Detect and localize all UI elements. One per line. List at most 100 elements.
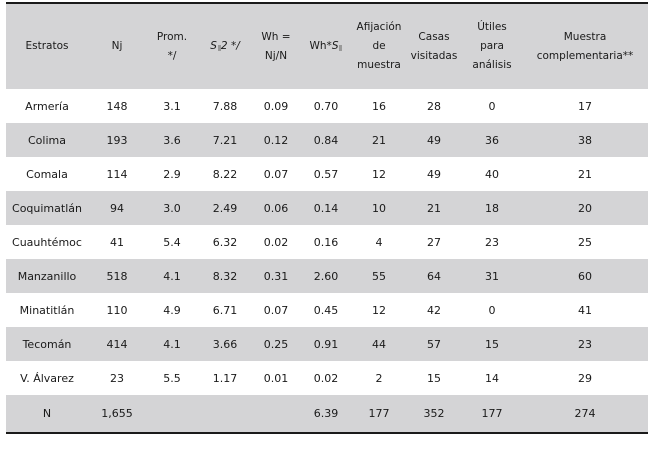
cell-wh-s: 0.57 [313,167,339,181]
cell-estrato: Colima [28,133,66,147]
cell-utiles: 36 [485,133,499,147]
header-muestra-complementaria: Muestra complementaria** [522,2,648,89]
cell-total-nj: 1,655 [101,407,133,420]
cell-complementaria: 17 [578,99,592,113]
table-row: Cuauhtémoc 41 5.4 6.32 0.02 0.16 4 27 23… [6,225,648,259]
cell-utiles: 0 [488,303,496,317]
cell-nj: 148 [106,99,128,113]
cell-s2: 8.32 [212,269,238,283]
cell-estrato: Cuauhtémoc [12,235,82,249]
cell-wh: 0.07 [263,303,289,317]
cell-prom: 4.1 [163,269,181,283]
cell-wh-s: 0.70 [313,99,339,113]
cell-total-s2 [198,395,252,433]
table-row: Minatitlán 110 4.9 6.71 0.07 0.45 12 42 … [6,293,648,327]
cell-nj: 94 [110,201,124,215]
cell-wh: 0.07 [263,167,289,181]
cell-casas: 49 [427,133,441,147]
cell-utiles: 18 [485,201,499,215]
header-prom: Prom. */ [146,2,198,89]
header-wh-s: Wh*S [300,2,352,89]
cell-afijacion: 10 [372,201,386,215]
cell-prom: 3.6 [163,133,181,147]
cell-total-label: N [42,407,52,420]
header-afijacion: Afijación de muestra [352,2,406,89]
cell-wh: 0.06 [263,201,289,215]
header-casas-visitadas: Casas visitadas [406,2,462,89]
cell-casas: 64 [427,269,441,283]
table-row: Manzanillo 518 4.1 8.32 0.31 2.60 55 64 … [6,259,648,293]
cell-utiles: 40 [485,167,499,181]
cell-prom: 3.0 [163,201,181,215]
cell-total-afijacion: 177 [368,407,390,420]
cell-complementaria: 60 [578,269,592,283]
cell-afijacion: 2 [375,371,383,385]
cell-estrato: Coquimatlán [12,201,82,215]
cell-casas: 21 [427,201,441,215]
table-row: Colima 193 3.6 7.21 0.12 0.84 21 49 36 3… [6,123,648,157]
cell-wh-s: 0.02 [313,371,339,385]
cell-s2: 6.32 [212,235,238,249]
cell-afijacion: 12 [372,167,386,181]
cell-wh: 0.02 [263,235,289,249]
cell-wh-s: 0.14 [313,201,339,215]
cell-afijacion: 44 [372,337,386,351]
header-utiles: Útiles para análisis [462,2,522,89]
header-estratos: Estratos [6,2,88,89]
table-row: Coquimatlán 94 3.0 2.49 0.06 0.14 10 21 … [6,191,648,225]
cell-estrato: Minatitlán [19,303,75,317]
cell-s2: 2.49 [212,201,238,215]
cell-s2: 3.66 [212,337,238,351]
cell-wh: 0.12 [263,133,289,147]
cell-afijacion: 16 [372,99,386,113]
cell-estrato: V. Álvarez [20,371,74,385]
cell-nj: 518 [106,269,128,283]
cell-estrato: Tecomán [22,337,72,351]
cell-s2: 8.22 [212,167,238,181]
cell-wh-s: 2.60 [313,269,339,283]
cell-nj: 23 [110,371,124,385]
header-wh: Wh = Nj/N [252,2,300,89]
cell-nj: 110 [106,303,128,317]
cell-total-prom [146,395,198,433]
cell-utiles: 14 [485,371,499,385]
cell-s2: 7.21 [212,133,238,147]
cell-complementaria: 23 [578,337,592,351]
table-row: V. Álvarez 23 5.5 1.17 0.01 0.02 2 15 14… [6,361,648,395]
cell-prom: 5.4 [163,235,181,249]
cell-complementaria: 25 [578,235,592,249]
cell-afijacion: 4 [375,235,383,249]
cell-prom: 4.9 [163,303,181,317]
cell-total-wh-s: 6.39 [313,407,339,420]
cell-complementaria: 29 [578,371,592,385]
subscript-mark [217,45,221,51]
cell-nj: 114 [106,167,128,181]
cell-casas: 28 [427,99,441,113]
total-row: N 1,655 6.39 177 352 177 274 [6,395,648,433]
cell-wh-s: 0.45 [313,303,339,317]
table-body: Armería 148 3.1 7.88 0.09 0.70 16 28 0 1… [6,89,648,433]
cell-complementaria: 38 [578,133,592,147]
cell-utiles: 31 [485,269,499,283]
cell-casas: 27 [427,235,441,249]
cell-complementaria: 21 [578,167,592,181]
cell-casas: 42 [427,303,441,317]
cell-prom: 3.1 [163,99,181,113]
cell-total-wh [252,395,300,433]
cell-prom: 5.5 [163,371,181,385]
cell-casas: 49 [427,167,441,181]
cell-s2: 7.88 [212,99,238,113]
cell-wh-s: 0.91 [313,337,339,351]
table-row: Tecomán 414 4.1 3.66 0.25 0.91 44 57 15 … [6,327,648,361]
cell-utiles: 0 [488,99,496,113]
subscript-mark [339,45,343,51]
cell-s2: 6.71 [212,303,238,317]
cell-estrato: Comala [26,167,68,181]
cell-prom: 2.9 [163,167,181,181]
cell-utiles: 15 [485,337,499,351]
cell-casas: 57 [427,337,441,351]
